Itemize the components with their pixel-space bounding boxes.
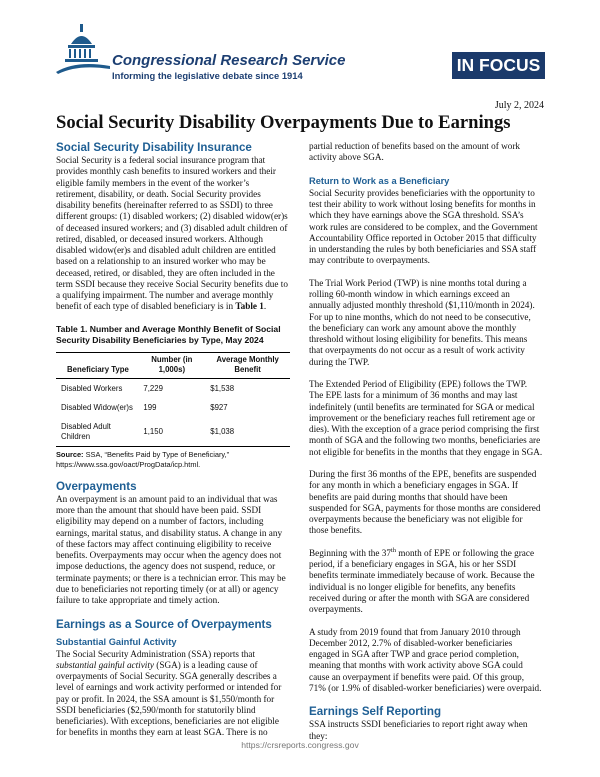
text: The Social Security Administration (SSA)… bbox=[56, 648, 256, 659]
table-cell: $1,538 bbox=[210, 383, 235, 393]
table-cell: Disabled Widow(er)s bbox=[61, 402, 133, 412]
in-focus-badge: IN FOCUS bbox=[452, 52, 545, 79]
paragraph: Beginning with the 37th month of EPE or … bbox=[309, 546, 543, 616]
paragraph: The Extended Period of Eligibility (EPE)… bbox=[309, 379, 543, 457]
text: (SGA) is a leading cause of overpayments… bbox=[56, 659, 282, 738]
footer-url: https://crsreports.congress.gov bbox=[241, 740, 359, 750]
text: Beginning with the 37 bbox=[309, 547, 391, 558]
table-cell: 199 bbox=[143, 402, 157, 412]
table-cell: $1,038 bbox=[210, 426, 235, 436]
section-heading: Earnings as a Source of Overpayments bbox=[56, 617, 272, 631]
paragraph: SSA instructs SSDI beneficiaries to repo… bbox=[309, 719, 528, 741]
section-heading: Social Security Disability Insurance bbox=[56, 141, 252, 154]
date: July 2, 2024 bbox=[494, 100, 544, 111]
table-cell: $927 bbox=[210, 402, 228, 412]
table-cell: 1,150 bbox=[143, 426, 163, 436]
paragraph: The Social Security Administration (SSA)… bbox=[56, 649, 290, 739]
paragraph: The Trial Work Period (TWP) is nine mont… bbox=[309, 277, 535, 367]
tagline: Informing the legislative debate since 1… bbox=[112, 70, 303, 81]
table-header: Number (in 1,000s) bbox=[138, 352, 206, 379]
text: Social Security is a federal social insu… bbox=[56, 155, 288, 312]
section-heading: Earnings Self Reporting bbox=[309, 705, 442, 719]
table-reference: Table 1 bbox=[235, 301, 264, 312]
left-column: Social Security Disability Insurance Soc… bbox=[56, 141, 290, 750]
text: SSA, “Benefits Paid by Type of Beneficia… bbox=[56, 449, 230, 469]
section-heading: Overpayments bbox=[56, 479, 137, 493]
source-label: Source: bbox=[56, 449, 84, 459]
subheading: Return to Work as a Beneficiary bbox=[309, 175, 450, 186]
table-header: Beneficiary Type bbox=[56, 352, 139, 379]
crs-logo bbox=[56, 24, 110, 74]
table-header: Average Monthly Benefit bbox=[205, 352, 290, 379]
text: . bbox=[263, 301, 267, 312]
paragraph: An overpayment is an amount paid to an i… bbox=[56, 493, 286, 605]
table-cell: Disabled Adult Children bbox=[61, 421, 111, 441]
subheading: Substantial Gainful Activity bbox=[56, 636, 177, 647]
table-cell: Disabled Workers bbox=[61, 383, 123, 393]
paragraph: Social Security is a federal social insu… bbox=[56, 155, 290, 313]
paragraph: During the first 36 months of the EPE, b… bbox=[309, 469, 541, 536]
paragraph: A study from 2019 found that from Januar… bbox=[309, 626, 542, 693]
organization: Congressional Research Service bbox=[112, 52, 346, 69]
table-cell: 7,229 bbox=[143, 383, 163, 393]
table-source: Source: SSA, “Benefits Paid by Type of B… bbox=[56, 450, 290, 470]
title: Social Security Disability Overpayments … bbox=[56, 112, 511, 133]
paragraph: Social Security provides beneficiaries w… bbox=[309, 187, 538, 266]
right-column: partial reduction of benefits based on t… bbox=[309, 141, 543, 753]
text: month of EPE or following the grace peri… bbox=[309, 547, 535, 614]
paragraph: partial reduction of benefits based on t… bbox=[309, 141, 520, 163]
table-title: Table 1. Number and Average Monthly Bene… bbox=[56, 323, 281, 345]
superscript: th bbox=[390, 546, 396, 554]
table: Beneficiary Type Number (in 1,000s) Averag… bbox=[56, 351, 290, 447]
emphasis: substantial gainful activity bbox=[56, 659, 154, 670]
